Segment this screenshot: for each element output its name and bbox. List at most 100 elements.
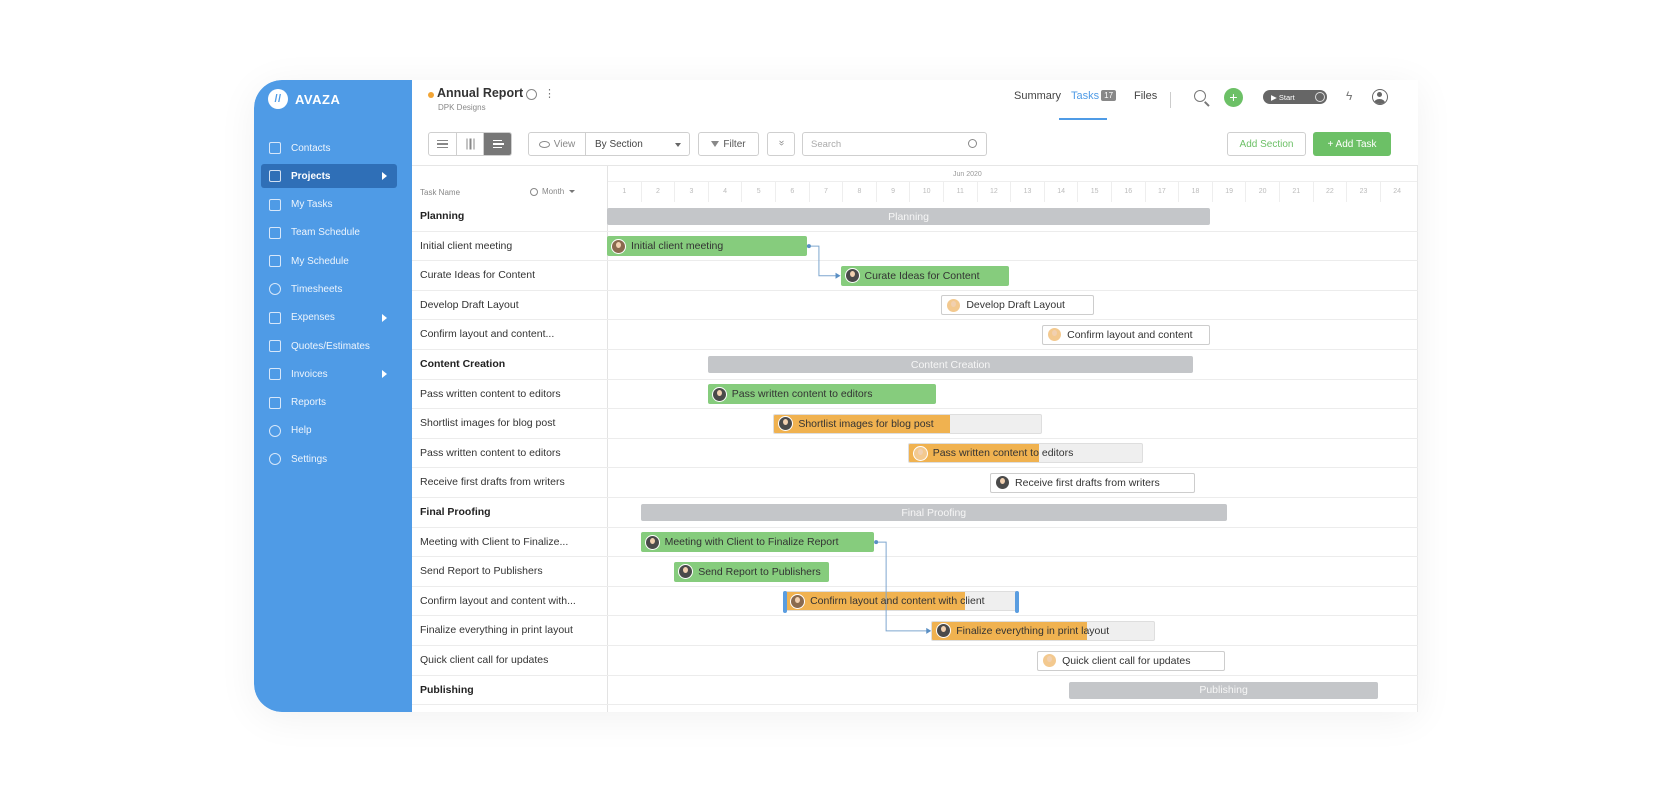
task-row[interactable]: Initial client meeting Initial client mee… xyxy=(412,232,1418,262)
task-row[interactable]: Confirm layout and content with... Confir… xyxy=(412,587,1418,617)
task-bar[interactable]: Meeting with Client to Finalize Report xyxy=(640,532,875,553)
task-row[interactable]: Send Report to Publishers Send Report to … xyxy=(412,557,1418,587)
search-input[interactable] xyxy=(811,138,961,150)
task-name[interactable]: Pass written content to editors xyxy=(420,387,561,400)
tab-tasks[interactable]: Tasks 17 xyxy=(1071,90,1117,102)
task-row[interactable]: Finalize everything in print layout Final… xyxy=(412,616,1418,646)
sidebar-item-projects[interactable]: Projects xyxy=(261,164,397,189)
board-view-button[interactable] xyxy=(457,133,485,155)
assignee-avatar xyxy=(912,445,928,461)
task-name[interactable]: Pass written content to editors xyxy=(420,446,561,459)
search-icon[interactable] xyxy=(1194,90,1206,102)
task-bar-content: Curate Ideas for Content xyxy=(841,268,980,284)
add-task-button[interactable]: + Add Task xyxy=(1313,132,1391,156)
task-row[interactable]: Pass written content to editors Pass writ… xyxy=(412,380,1418,410)
more-options-icon[interactable]: ⋮ xyxy=(544,88,555,100)
sidebar-item-my-schedule[interactable]: My Schedule xyxy=(261,249,397,273)
task-row[interactable]: Curate Ideas for Content Curate Ideas for… xyxy=(412,261,1418,291)
task-name[interactable]: Confirm layout and content with... xyxy=(420,594,576,607)
task-bar[interactable]: Confirm layout and content with client xyxy=(785,591,1017,612)
filter-button[interactable]: Filter xyxy=(698,132,759,156)
gantt-view-button[interactable] xyxy=(484,133,511,155)
list-view-button[interactable] xyxy=(429,133,457,155)
timescale-select[interactable]: Month xyxy=(530,187,576,196)
project-client[interactable]: DPK Designs xyxy=(438,103,486,112)
column-divider[interactable] xyxy=(607,166,608,712)
task-bar[interactable]: Pass written content to editors xyxy=(707,384,937,405)
sidebar-item-quotes-estimates[interactable]: Quotes/Estimates xyxy=(261,334,397,358)
sidebar-item-my-tasks[interactable]: My Tasks xyxy=(261,193,397,217)
logo[interactable]: // AVAZA xyxy=(268,86,340,112)
task-bar-content: Pass written content to editors xyxy=(909,445,1074,461)
section-row[interactable]: Publishing Publishing xyxy=(412,676,1418,706)
task-bar[interactable]: Confirm layout and content xyxy=(1042,324,1211,345)
collapse-all-button[interactable]: » xyxy=(767,132,795,156)
task-bar-content: Pass written content to editors xyxy=(708,386,872,402)
task-row[interactable]: Meeting with Client to Finalize... Meetin… xyxy=(412,528,1418,558)
task-bar-label: Pass written content to editors xyxy=(932,447,1074,460)
task-row[interactable]: Confirm layout and content... Confirm lay… xyxy=(412,320,1418,350)
sidebar-item-contacts[interactable]: Contacts xyxy=(261,136,397,160)
task-name[interactable]: Initial client meeting xyxy=(420,239,513,252)
sidebar-item-reports[interactable]: Reports xyxy=(261,391,397,415)
resize-handle-right[interactable] xyxy=(1014,590,1019,613)
task-name[interactable]: Develop Draft Layout xyxy=(420,298,519,311)
project-settings-icon[interactable] xyxy=(526,89,537,100)
task-name[interactable]: Curate Ideas for Content xyxy=(420,269,535,282)
task-row[interactable]: Receive first drafts from writers Receive… xyxy=(412,468,1418,498)
task-name[interactable]: Shortlist images for blog post xyxy=(420,417,556,430)
group-by-select[interactable]: By Section xyxy=(585,132,690,156)
task-bar[interactable]: Send Report to Publishers xyxy=(674,561,829,582)
sidebar-item-team-schedule[interactable]: Team Schedule xyxy=(261,221,397,245)
tab-files[interactable]: Files xyxy=(1134,90,1158,102)
task-bar[interactable]: Pass written content to editors xyxy=(907,443,1143,464)
task-bar[interactable]: Finalize everything in print layout xyxy=(931,620,1155,641)
section-row[interactable]: Final Proofing Final Proofing xyxy=(412,498,1418,528)
user-avatar-icon[interactable] xyxy=(1372,89,1388,105)
task-name[interactable]: Receive first drafts from writers xyxy=(420,476,565,489)
task-name[interactable]: Finalize everything in print layout xyxy=(420,624,573,637)
section-name[interactable]: Planning xyxy=(420,210,465,222)
task-bar[interactable]: Quick client call for updates xyxy=(1037,650,1226,671)
section-name[interactable]: Publishing xyxy=(420,683,474,696)
gantt-header: Task Name Month Jun 2020 1 2 3 4 5 6 7 8 9 10 11 12… xyxy=(412,166,1418,202)
section-row[interactable]: Content Creation Content Creation xyxy=(412,350,1418,380)
section-bar[interactable]: Content Creation xyxy=(707,356,1194,373)
tab-summary[interactable]: Summary xyxy=(1014,90,1062,102)
sidebar-item-invoices[interactable]: Invoices xyxy=(261,362,397,386)
view-button[interactable]: View xyxy=(528,132,586,156)
task-row[interactable]: Shortlist images for blog post Shortlist … xyxy=(412,409,1418,439)
project-title[interactable]: Annual Report xyxy=(437,86,524,100)
task-bar[interactable]: Receive first drafts from writers xyxy=(990,472,1195,493)
sidebar-item-settings[interactable]: Settings xyxy=(261,447,397,471)
task-bar[interactable]: Curate Ideas for Content xyxy=(840,265,1009,286)
task-row[interactable]: Quick client call for updates Quick clien… xyxy=(412,646,1418,676)
sidebar-item-expenses[interactable]: Expenses xyxy=(261,306,397,330)
task-name[interactable]: Send Report to Publishers xyxy=(420,565,543,578)
lightning-icon[interactable]: ϟ xyxy=(1346,89,1353,103)
task-bar[interactable]: Shortlist images for blog post xyxy=(773,413,1043,434)
section-name[interactable]: Final Proofing xyxy=(420,506,491,518)
start-timer-button[interactable]: ▶ Start xyxy=(1263,90,1327,104)
sidebar-item-help[interactable]: Help xyxy=(261,419,397,443)
section-name[interactable]: Content Creation xyxy=(420,358,506,370)
task-row[interactable]: Develop Draft Layout Develop Draft Layout xyxy=(412,291,1418,321)
task-bar[interactable]: Initial client meeting xyxy=(607,236,807,257)
task-name[interactable]: Meeting with Client to Finalize... xyxy=(420,535,569,548)
task-name[interactable]: Quick client call for updates xyxy=(420,654,549,666)
add-section-button[interactable]: Add Section xyxy=(1227,132,1306,156)
quick-add-icon[interactable]: + xyxy=(1224,88,1243,107)
task-name[interactable]: Confirm layout and content... xyxy=(420,328,555,341)
task-bar[interactable]: Develop Draft Layout xyxy=(941,295,1095,316)
search-icon[interactable] xyxy=(968,139,977,148)
resize-handle-left[interactable] xyxy=(783,590,788,613)
section-bar[interactable]: Publishing xyxy=(1069,681,1379,699)
sidebar-item-timesheets[interactable]: Timesheets xyxy=(261,277,397,301)
task-bar-content: Meeting with Client to Finalize Report xyxy=(641,534,839,550)
section-bar[interactable]: Final Proofing xyxy=(640,504,1227,521)
task-row[interactable]: Pass written content to editors Pass writ… xyxy=(412,439,1418,469)
gear-icon xyxy=(269,453,281,466)
day-tick: 8 xyxy=(842,182,876,202)
section-bar[interactable]: Planning xyxy=(607,208,1211,225)
section-row[interactable]: Planning Planning xyxy=(412,202,1418,232)
